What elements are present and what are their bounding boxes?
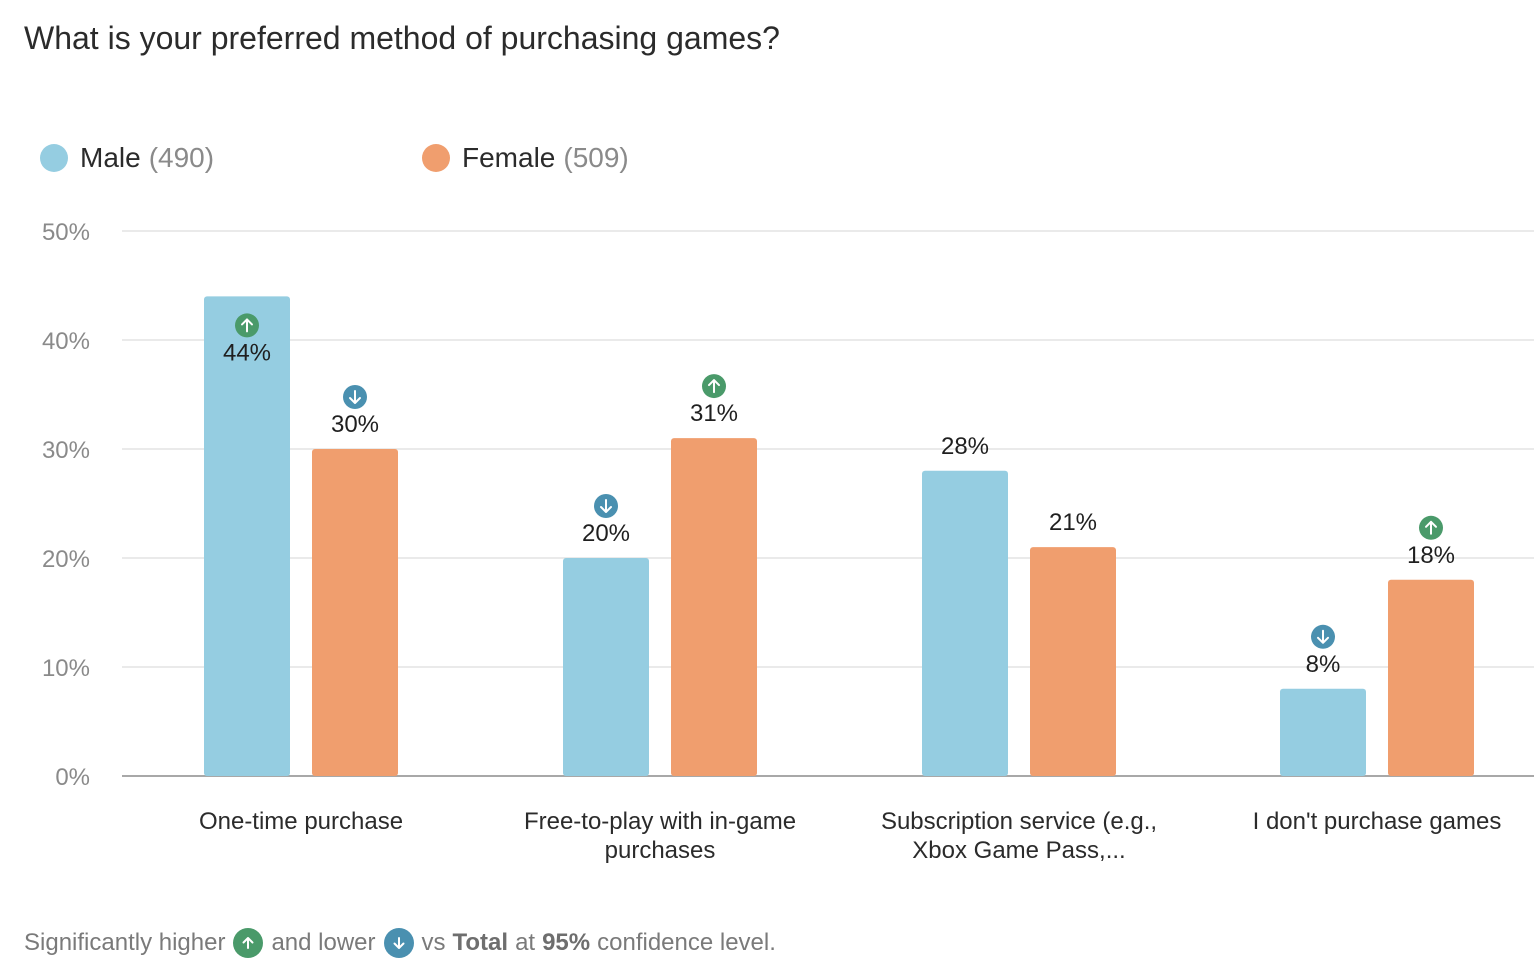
footnote-bold-total: Total [452, 929, 509, 956]
legend-count-female: (509) [563, 142, 629, 173]
legend-swatch-female [422, 144, 450, 172]
x-tick-label: One-time purchase [199, 808, 403, 835]
legend-item-male[interactable]: Male (490) [40, 142, 214, 174]
arrow-down-glyph [1317, 629, 1329, 644]
chart-title: What is your preferred method of purchas… [24, 20, 780, 56]
data-label: 20% [582, 520, 630, 547]
bar-male [204, 296, 290, 776]
bar-female [1388, 579, 1474, 776]
x-tick-label: Subscription service (e.g., [881, 808, 1157, 835]
y-tick-label: 50% [42, 219, 90, 246]
bar-female [671, 438, 757, 776]
y-tick-label: 10% [42, 655, 90, 682]
legend-item-female[interactable]: Female (509) [422, 142, 629, 174]
bar-chart: 0% 10% 20% 30% 40% 50% 44% 30% One-time purchase… [42, 219, 1534, 864]
arrow-down-glyph [349, 390, 361, 404]
bar-male [563, 558, 649, 776]
y-tick-label: 40% [42, 328, 90, 355]
arrow-up-icon [233, 928, 264, 958]
data-label: 30% [331, 411, 379, 438]
x-tick-label: Free-to-play with in-game [524, 808, 796, 835]
footnote-text-1: Significantly higher [24, 929, 226, 956]
footnote: Significantly higher and lower vs Total … [24, 928, 776, 958]
arrow-up-glyph [1425, 520, 1437, 535]
arrow-down-icon [383, 928, 414, 958]
legend-count-male: (490) [148, 142, 215, 173]
y-tick-label: 20% [42, 546, 90, 573]
arrow-up-glyph [708, 379, 720, 394]
legend-label-female: Female [462, 142, 556, 173]
legend-label-male: Male [80, 142, 141, 173]
footnote-text-5: confidence level. [597, 929, 776, 956]
y-tick-label: 30% [42, 437, 90, 464]
legend: Male (490) Female (509) [0, 142, 1534, 182]
data-label: 18% [1407, 542, 1455, 569]
bar-female [1030, 547, 1116, 776]
bar-male [1280, 688, 1366, 776]
footnote-text-3: vs [421, 929, 446, 956]
footnote-text-2: and lower [271, 929, 376, 956]
data-label: 21% [1049, 509, 1097, 536]
y-tick-label: 0% [55, 764, 90, 791]
data-label: 28% [941, 433, 989, 460]
footnote-bold-confidence: 95% [542, 929, 591, 956]
x-tick-label: I don't purchase games [1253, 808, 1502, 835]
bar-female [312, 449, 398, 776]
x-tick-label: Xbox Game Pass,... [912, 837, 1125, 864]
bar-male [922, 470, 1008, 776]
data-label: 44% [223, 339, 271, 366]
data-label: 8% [1306, 651, 1341, 678]
data-label: 31% [690, 400, 738, 427]
x-tick-label: purchases [605, 837, 716, 864]
arrow-down-glyph [600, 499, 612, 513]
footnote-text-4: at [515, 929, 536, 956]
arrow-up-glyph [241, 318, 253, 333]
legend-swatch-male [40, 144, 68, 172]
